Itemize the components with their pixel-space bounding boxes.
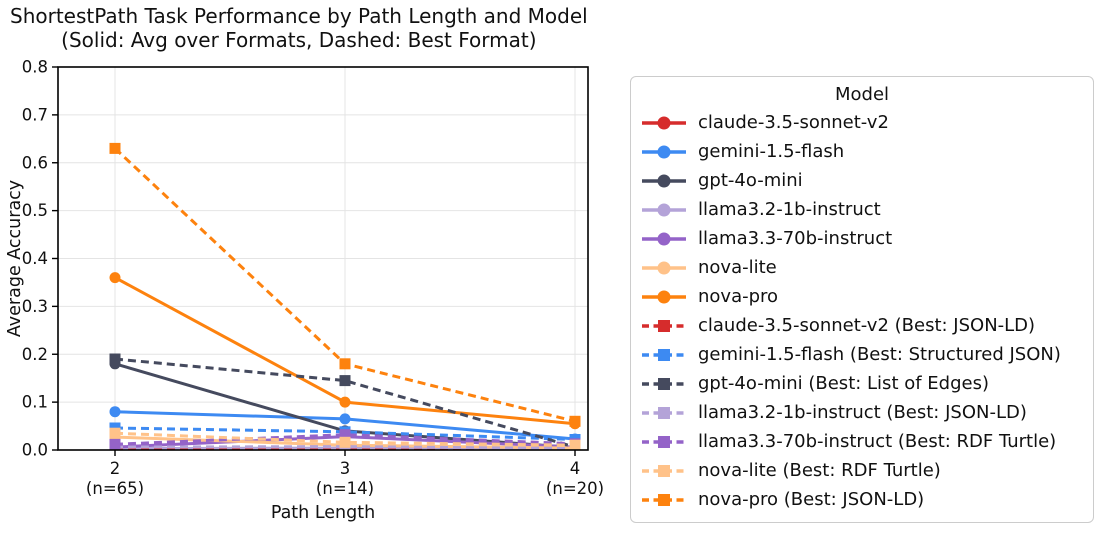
series-marker-square <box>109 353 121 365</box>
x-tick-sublabel: (n=14) <box>316 479 374 498</box>
x-tick-label: 4 <box>570 459 581 478</box>
legend-item-label: gemini-1.5-flash <box>698 141 845 162</box>
legend-item-label: claude-3.5-sonnet-v2 (Best: JSON-LD) <box>698 315 1036 336</box>
legend-item: llama3.3-70b-instruct <box>641 224 1083 253</box>
legend-item: llama3.3-70b-instruct (Best: RDF Turtle) <box>641 427 1083 456</box>
chart-title: ShortestPath Task Performance by Path Le… <box>10 4 588 52</box>
series-marker-circle <box>339 396 351 408</box>
legend-item: gemini-1.5-flash <box>641 137 1083 166</box>
legend-item: gpt-4o-mini <box>641 166 1083 195</box>
legend-items: claude-3.5-sonnet-v2 gemini-1.5-flash gpt-… <box>641 108 1083 514</box>
legend-item-label: gpt-4o-mini <box>698 170 803 191</box>
legend-item: gpt-4o-mini (Best: List of Edges) <box>641 369 1083 398</box>
legend-item-label: llama3.3-70b-instruct <box>698 228 893 249</box>
legend-item-label: gemini-1.5-flash (Best: Structured JSON) <box>698 344 1061 365</box>
legend-item-label: nova-lite (Best: RDF Turtle) <box>698 460 941 481</box>
legend-marker-solid <box>642 232 686 245</box>
y-axis-label: Average Accuracy <box>5 180 25 337</box>
legend-marker-dashed <box>642 348 686 361</box>
series-line <box>114 431 576 447</box>
y-tick-label: 0.0 <box>22 441 48 460</box>
legend-item: claude-3.5-sonnet-v2 <box>641 108 1083 137</box>
x-tick-label: 3 <box>340 459 351 478</box>
legend-item-label: llama3.2-1b-instruct <box>698 199 881 220</box>
legend-marker-solid <box>642 290 686 303</box>
legend-item-label: nova-lite <box>698 257 777 278</box>
y-tick-label: 0.7 <box>22 105 48 124</box>
series-marker-square <box>339 436 351 448</box>
y-tick-label: 0.8 <box>22 58 48 77</box>
series-marker-square <box>569 439 581 450</box>
legend-title: Model <box>834 84 890 105</box>
y-tick-label: 0.4 <box>22 249 48 268</box>
x-tick-sublabel: (n=65) <box>86 479 144 498</box>
series-marker-square <box>339 429 351 441</box>
legend-item-label: llama3.2-1b-instruct (Best: JSON-LD) <box>698 402 1027 423</box>
legend-item: nova-lite (Best: RDF Turtle) <box>641 456 1083 485</box>
series-marker-square <box>339 375 351 387</box>
series-marker-square <box>109 438 121 450</box>
chart-title-line2: (Solid: Avg over Formats, Dashed: Best F… <box>61 28 537 52</box>
legend-item-label: llama3.3-70b-instruct (Best: RDF Turtle) <box>698 431 1057 452</box>
x-tick-label: 2 <box>110 459 121 478</box>
legend-marker-dashed <box>642 406 686 419</box>
series-marker-square <box>339 358 351 370</box>
series-marker-circle <box>109 272 121 284</box>
legend-item-label: claude-3.5-sonnet-v2 <box>698 112 889 133</box>
legend-item: nova-lite <box>641 253 1083 282</box>
legend-item: llama3.2-1b-instruct <box>641 195 1083 224</box>
legend: Model claude-3.5-sonnet-v2 gemini-1.5-fla… <box>630 76 1094 523</box>
legend-item-label: nova-pro (Best: JSON-LD) <box>698 489 925 510</box>
legend-marker-dashed <box>642 464 686 477</box>
legend-item-label: gpt-4o-mini (Best: List of Edges) <box>698 373 989 394</box>
legend-marker-solid <box>642 174 686 187</box>
legend-item: llama3.2-1b-instruct (Best: JSON-LD) <box>641 398 1083 427</box>
series-marker-circle <box>339 413 351 425</box>
chart-title-line1: ShortestPath Task Performance by Path Le… <box>10 4 588 28</box>
y-tick-label: 0.3 <box>22 297 48 316</box>
legend-item-label: nova-pro <box>698 286 779 307</box>
y-tick-label: 0.6 <box>22 153 48 172</box>
series-marker-square <box>109 427 121 439</box>
legend-marker-dashed <box>642 319 686 332</box>
legend-marker-solid <box>642 261 686 274</box>
y-tick-label: 0.1 <box>22 393 48 412</box>
series-line <box>114 426 576 441</box>
legend-marker-solid <box>642 116 686 129</box>
legend-marker-dashed <box>642 435 686 448</box>
chart-svg: 0.0 0.1 0.2 0.3 0.4 0.5 0.6 0.7 0.8 2(n=65) 3(n=14… <box>5 58 604 524</box>
x-axis-label: Path Length <box>271 503 375 523</box>
series-line <box>114 433 576 446</box>
series-line <box>114 445 576 450</box>
x-tick-sublabel: (n=20) <box>546 479 604 498</box>
series-marker-square <box>569 415 581 427</box>
y-tick-label: 0.2 <box>22 345 48 364</box>
legend-marker-dashed <box>642 377 686 390</box>
legend-item: gemini-1.5-flash (Best: Structured JSON) <box>641 340 1083 369</box>
series-marker-square <box>109 142 121 154</box>
legend-item: claude-3.5-sonnet-v2 (Best: JSON-LD) <box>641 311 1083 340</box>
series-marker-circle <box>109 406 121 418</box>
y-tick-label: 0.5 <box>22 201 48 220</box>
legend-marker-solid <box>642 203 686 216</box>
legend-item: nova-pro <box>641 282 1083 311</box>
legend-item: nova-pro (Best: JSON-LD) <box>641 485 1083 514</box>
legend-marker-dashed <box>642 493 686 506</box>
series-line <box>114 357 576 449</box>
legend-marker-solid <box>642 145 686 158</box>
